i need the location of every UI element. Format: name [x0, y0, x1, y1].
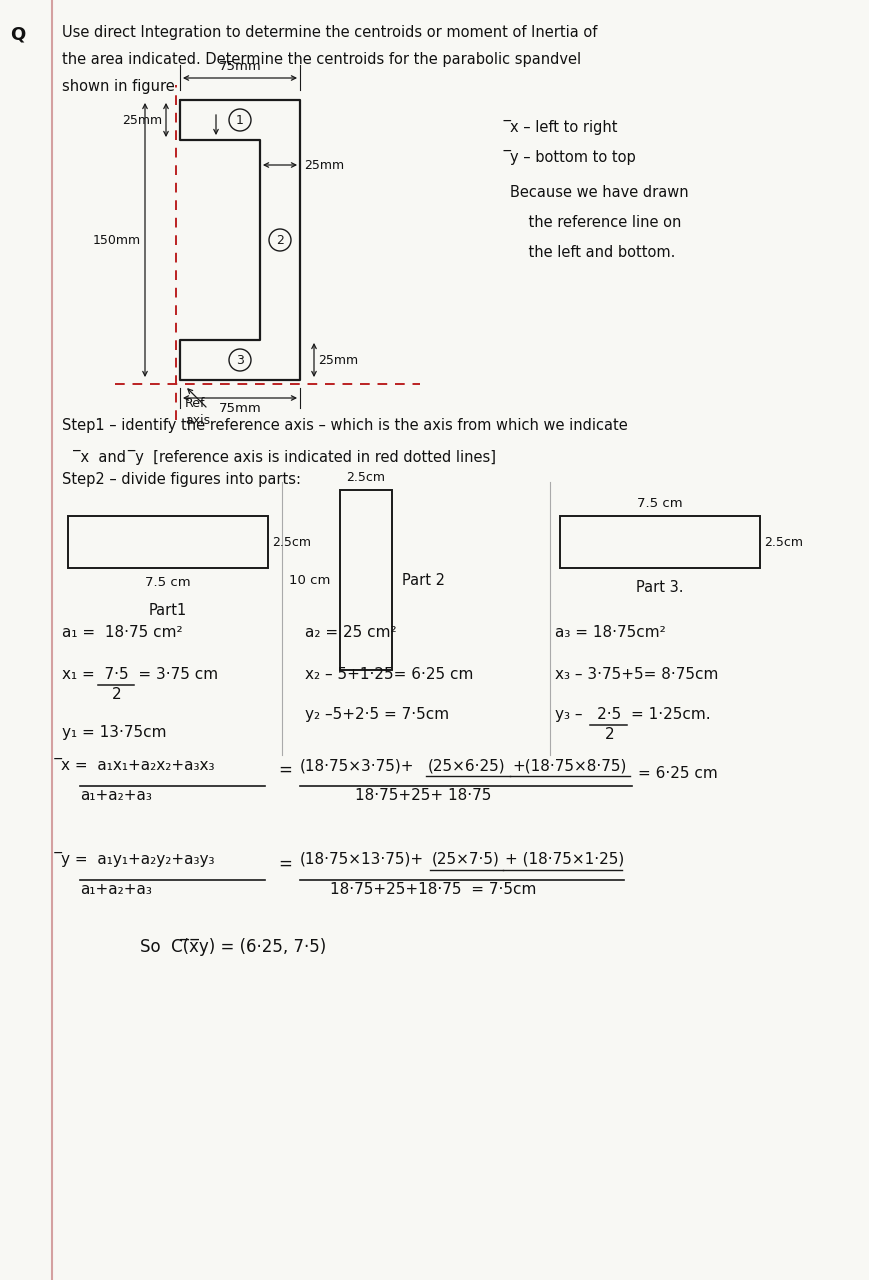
Text: x₂ – 5+1·25= 6·25 cm: x₂ – 5+1·25= 6·25 cm: [305, 667, 474, 682]
Bar: [68, 516, 268, 568]
Text: 7.5 cm: 7.5 cm: [637, 497, 683, 509]
Text: Step2 – divide figures into parts:: Step2 – divide figures into parts:: [62, 472, 301, 486]
Text: axis: axis: [185, 413, 210, 428]
Text: shown in figure: shown in figure: [62, 79, 175, 93]
Text: 2.5cm: 2.5cm: [272, 535, 311, 549]
Text: 2: 2: [276, 233, 284, 247]
Text: a₂ = 25 cm²: a₂ = 25 cm²: [305, 625, 396, 640]
Text: a₁ =  18·75 cm²: a₁ = 18·75 cm²: [62, 625, 182, 640]
Text: 2: 2: [605, 727, 614, 742]
Text: x₃ – 3·75+5= 8·75cm: x₃ – 3·75+5= 8·75cm: [555, 667, 719, 682]
Text: Q: Q: [10, 26, 25, 44]
Text: Because we have drawn: Because we have drawn: [510, 186, 688, 200]
Text: ̅x =  a₁x₁+a₂x₂+a₃x₃: ̅x = a₁x₁+a₂x₂+a₃x₃: [62, 758, 216, 773]
Text: 150mm: 150mm: [93, 233, 141, 247]
Text: a₁+a₂+a₃: a₁+a₂+a₃: [80, 882, 152, 897]
Text: 75mm: 75mm: [219, 402, 262, 415]
Text: 3: 3: [236, 353, 244, 366]
Text: Use direct Integration to determine the centroids or moment of Inertia of: Use direct Integration to determine the …: [62, 26, 597, 40]
Text: 1: 1: [236, 114, 244, 127]
Text: + (18·75×1·25): + (18·75×1·25): [505, 852, 624, 867]
Text: ̅x  and  ̅y  [reference axis is indicated in red dotted lines]: ̅x and ̅y [reference axis is indicated i…: [62, 451, 496, 465]
Text: y₁ = 13·75cm: y₁ = 13·75cm: [62, 724, 167, 740]
Text: 2.5cm: 2.5cm: [347, 471, 386, 484]
Text: Step1 – identify the reference axis – which is the axis from which we indicate: Step1 – identify the reference axis – wh…: [62, 419, 627, 433]
Text: y₃ –   2·5  = 1·25cm.: y₃ – 2·5 = 1·25cm.: [555, 707, 711, 722]
Text: the area indicated. Determine the centroids for the parabolic spandvel: the area indicated. Determine the centro…: [62, 52, 581, 67]
Text: the reference line on: the reference line on: [510, 215, 681, 230]
Text: 10 cm: 10 cm: [289, 573, 330, 586]
Text: 25mm: 25mm: [318, 353, 358, 366]
Text: (25×6·25): (25×6·25): [428, 758, 506, 773]
Text: 18·75+25+18·75  = 7·5cm: 18·75+25+18·75 = 7·5cm: [330, 882, 536, 897]
Text: ̅x – left to right: ̅x – left to right: [510, 120, 618, 134]
Text: =: =: [278, 762, 292, 780]
Text: Part 3.: Part 3.: [636, 580, 684, 595]
Text: 25mm: 25mm: [122, 114, 162, 127]
Text: +(18·75×8·75): +(18·75×8·75): [512, 758, 627, 773]
Text: So  C(̅x̅y) = (6·25, 7·5): So C(̅x̅y) = (6·25, 7·5): [140, 938, 326, 956]
Text: (25×7·5): (25×7·5): [432, 852, 500, 867]
Text: 18·75+25+ 18·75: 18·75+25+ 18·75: [355, 788, 491, 803]
Text: y₂ –5+2·5 = 7·5cm: y₂ –5+2·5 = 7·5cm: [305, 707, 449, 722]
Text: = 6·25 cm: = 6·25 cm: [638, 765, 718, 781]
Text: Part1: Part1: [149, 603, 187, 618]
Text: x₁ =  7·5  = 3·75 cm: x₁ = 7·5 = 3·75 cm: [62, 667, 218, 682]
Text: (18·75×3·75)+: (18·75×3·75)+: [300, 758, 415, 773]
Text: 2: 2: [112, 687, 122, 701]
Text: Part 2: Part 2: [402, 572, 445, 588]
Text: 2.5cm: 2.5cm: [764, 535, 803, 549]
Text: (18·75×13·75)+: (18·75×13·75)+: [300, 852, 424, 867]
Text: a₁+a₂+a₃: a₁+a₂+a₃: [80, 788, 152, 803]
Text: 25mm: 25mm: [304, 159, 344, 172]
Text: Ref: Ref: [185, 397, 205, 410]
Text: ̅y =  a₁y₁+a₂y₂+a₃y₃: ̅y = a₁y₁+a₂y₂+a₃y₃: [62, 852, 216, 867]
Text: 75mm: 75mm: [219, 60, 262, 73]
Bar: [560, 516, 760, 568]
Text: 7.5 cm: 7.5 cm: [145, 576, 191, 589]
Text: =: =: [278, 855, 292, 873]
Text: the left and bottom.: the left and bottom.: [510, 244, 675, 260]
Bar: [340, 490, 392, 669]
Text: a₃ = 18·75cm²: a₃ = 18·75cm²: [555, 625, 666, 640]
Text: ̅y – bottom to top: ̅y – bottom to top: [510, 150, 636, 165]
